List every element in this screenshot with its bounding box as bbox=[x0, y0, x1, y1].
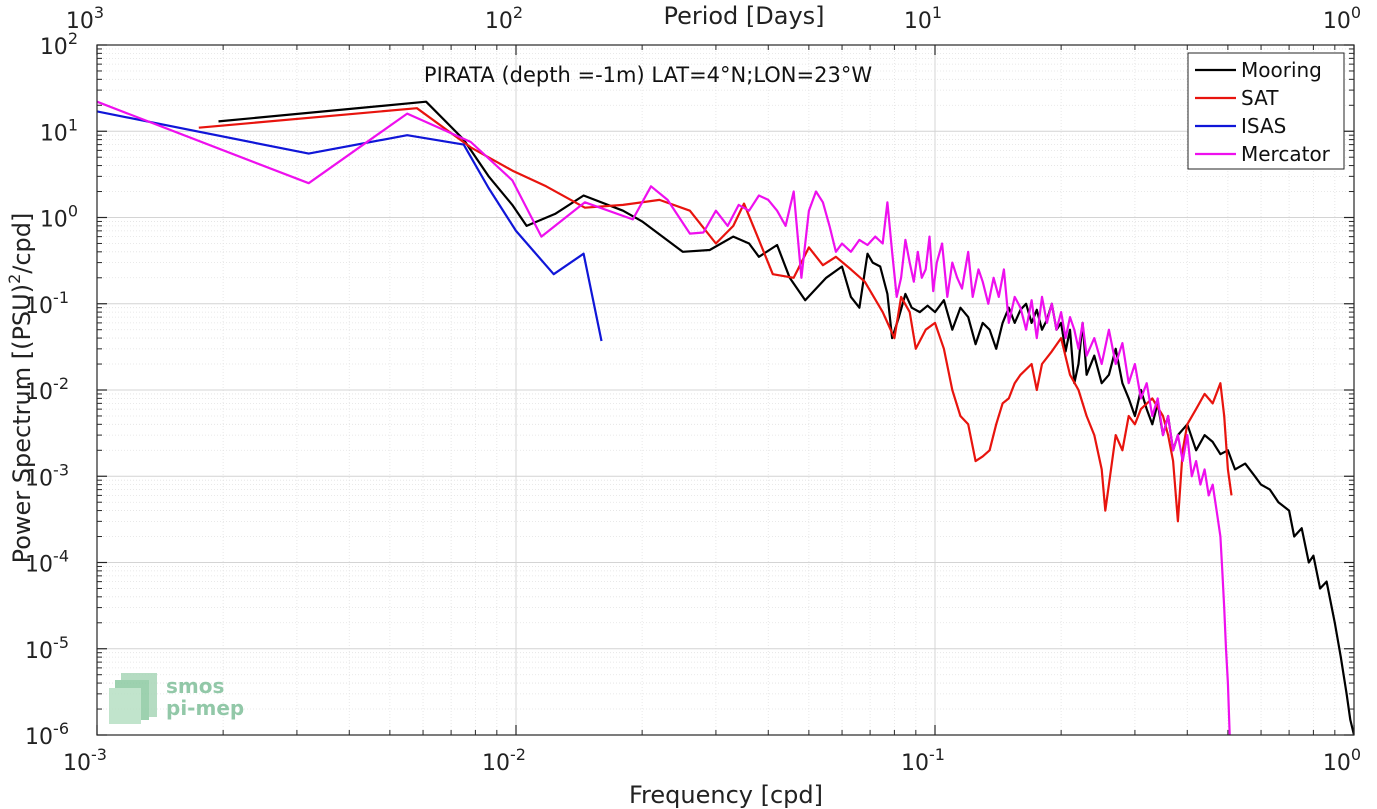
top-tick-label: 101 bbox=[904, 3, 942, 34]
y-tick-label-exp: -1 bbox=[53, 288, 69, 307]
top-tick-label-base: 10 bbox=[1323, 9, 1351, 34]
top-tick-label-base: 10 bbox=[66, 9, 94, 34]
series-line-sat bbox=[198, 107, 1233, 523]
chart-title: PIRATA (depth =-1m) LAT=4°N;LON=23°W bbox=[424, 63, 872, 87]
x-tick-label-exp: 0 bbox=[1351, 745, 1361, 764]
y-tick-label-exp: 0 bbox=[68, 202, 78, 221]
y-tick-label-exp: -5 bbox=[53, 633, 69, 652]
y-tick-label-base: 10 bbox=[25, 466, 53, 491]
series-line-mooring bbox=[218, 100, 1354, 735]
legend-label-mercator: Mercator bbox=[1241, 142, 1331, 166]
y-tick-label-base: 10 bbox=[25, 380, 53, 405]
legend-label-mooring: Mooring bbox=[1241, 58, 1322, 82]
top-tick-label: 102 bbox=[485, 3, 523, 34]
series-line-mercator bbox=[97, 100, 1231, 735]
top-tick-label-exp: 2 bbox=[513, 3, 523, 22]
y-tick-label: 10-2 bbox=[25, 374, 69, 405]
x-tick-label-base: 10 bbox=[63, 751, 91, 776]
y-axis-label: Power Spectrum [(PSU)2/cpd] bbox=[5, 213, 36, 564]
x-tick-label-exp: -1 bbox=[929, 745, 945, 764]
y-tick-label-exp: -6 bbox=[53, 719, 69, 738]
y-tick-label-base: 10 bbox=[25, 725, 53, 750]
series-group bbox=[97, 100, 1354, 735]
top-tick-label-base: 10 bbox=[485, 9, 513, 34]
legend-box bbox=[1187, 52, 1345, 170]
legend-label-sat: SAT bbox=[1241, 86, 1279, 110]
x-tick-label-exp: -3 bbox=[91, 745, 107, 764]
y-tick-label: 10-3 bbox=[25, 460, 69, 491]
y-tick-label-base: 10 bbox=[40, 35, 68, 60]
logo-text-line2: pi-mep bbox=[166, 696, 244, 720]
y-tick-label: 100 bbox=[40, 202, 78, 233]
y-tick-label-base: 10 bbox=[40, 208, 68, 233]
x-tick-label: 10-1 bbox=[901, 745, 945, 776]
y-tick-label-base: 10 bbox=[25, 553, 53, 578]
grid bbox=[96, 45, 1354, 736]
y-axis-label-main: Power Spectrum [(PSU) bbox=[8, 284, 36, 563]
y-tick-label: 10-4 bbox=[25, 547, 69, 578]
legend: Mooring SAT ISAS Mercator bbox=[1187, 52, 1345, 170]
y-axis-label-sup: 2 bbox=[5, 274, 24, 284]
y-tick-label: 10-6 bbox=[25, 719, 69, 750]
top-tick-label-exp: 3 bbox=[94, 3, 104, 22]
x-tick-label: 10-3 bbox=[63, 745, 107, 776]
x-tick-label-exp: -2 bbox=[510, 745, 526, 764]
top-tick-label-exp: 0 bbox=[1351, 3, 1361, 22]
legend-label-isas: ISAS bbox=[1241, 114, 1286, 138]
x-tick-label-base: 10 bbox=[482, 751, 510, 776]
x-tick-label: 10-2 bbox=[482, 745, 526, 776]
y-tick-label-exp: 2 bbox=[68, 29, 78, 48]
top-tick-label-exp: 1 bbox=[932, 3, 942, 22]
y-tick-label-base: 10 bbox=[40, 121, 68, 146]
y-tick-label-exp: -3 bbox=[53, 460, 69, 479]
y-tick-label: 10-1 bbox=[25, 288, 69, 319]
y-tick-label-base: 10 bbox=[25, 294, 53, 319]
y-tick-label: 101 bbox=[40, 115, 78, 146]
top-tick-label-base: 10 bbox=[904, 9, 932, 34]
y-tick-label: 10-5 bbox=[25, 633, 69, 664]
series-line-isas bbox=[97, 110, 603, 342]
x-tick-label: 100 bbox=[1323, 745, 1361, 776]
x-tick-label-base: 10 bbox=[901, 751, 929, 776]
y-axis-label-tail: /cpd] bbox=[8, 213, 36, 274]
top-tick-label: 103 bbox=[66, 3, 104, 34]
y-tick-label-exp: -2 bbox=[53, 374, 69, 393]
top-axis-label: Period [Days] bbox=[663, 2, 824, 30]
y-tick-label-base: 10 bbox=[25, 639, 53, 664]
smos-pi-mep-logo: smos pi-mep bbox=[109, 673, 244, 724]
logo-mark-front bbox=[109, 688, 141, 724]
top-tick-label: 100 bbox=[1323, 3, 1361, 34]
x-axis-label: Frequency [cpd] bbox=[629, 781, 823, 809]
logo-text-line1: smos bbox=[166, 674, 224, 698]
x-tick-label-base: 10 bbox=[1323, 751, 1351, 776]
ticks bbox=[96, 44, 1355, 736]
y-tick-label-exp: -4 bbox=[53, 547, 69, 566]
y-tick-label-exp: 1 bbox=[68, 115, 78, 134]
y-tick-label: 102 bbox=[40, 29, 78, 60]
